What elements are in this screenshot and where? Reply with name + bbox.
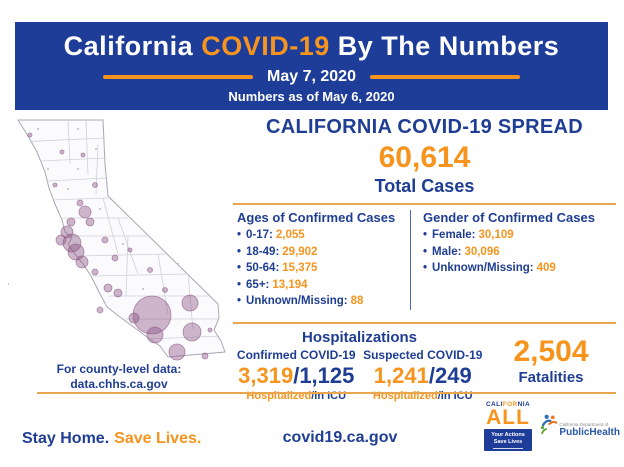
as-of-date: Numbers as of May 6, 2020	[228, 89, 395, 104]
divider-rule-top	[233, 203, 616, 205]
title-part-covid19: COVID-19	[201, 31, 330, 61]
map-caption-line1: For county-level data:	[56, 362, 182, 376]
county-center-dots	[7, 128, 179, 290]
stats-panel: CALIFORNIA COVID-19 SPREAD 60,614 Total …	[233, 112, 616, 402]
confirmed-covid-column: Confirmed COVID-19 3,319/1,125 Hospitali…	[233, 348, 360, 402]
ages-list: 0-17:2,055 18-49:29,902 50-64:15,375 65+…	[237, 227, 410, 310]
page-title: California COVID-19 By The Numbers	[15, 31, 608, 62]
cdph-name-text: PublicHealth	[559, 427, 620, 438]
gender-heading: Gender of Confirmed Cases	[423, 210, 595, 225]
confirmed-values: 3,319/1,125	[238, 362, 355, 388]
gender-column: Gender of Confirmed Cases Female:30,109 …	[410, 210, 616, 310]
divider-rule-middle	[233, 321, 616, 324]
california-all-logo: CALIFORNIA ALL Your Actions Save Lives	[484, 401, 532, 451]
fatalities-block: 2,504 Fatalities	[486, 329, 616, 402]
ages-column: Ages of Confirmed Cases 0-17:2,055 18-49…	[237, 210, 410, 310]
total-cases-label: Total Cases	[374, 176, 475, 196]
age-item: Unknown/Missing:88	[237, 293, 410, 310]
header-banner: California COVID-19 By The Numbers May 7, …	[15, 22, 608, 110]
age-item: 18-49:29,902	[237, 244, 410, 261]
confirmed-title: Confirmed COVID-19	[236, 347, 356, 362]
california-bubble-map	[7, 114, 230, 364]
gender-list: Female:30,109 Male:30,096 Unknown/Missin…	[423, 227, 616, 277]
california-map-svg	[7, 119, 226, 361]
date-dash-left	[103, 75, 254, 79]
suspected-values: 1,241/249	[373, 362, 472, 388]
suspected-title: Suspected COVID-19	[363, 347, 483, 362]
age-item: 50-64:15,375	[237, 260, 410, 277]
report-date: May 7, 2020	[267, 68, 356, 85]
hospitalizations-columns: Hospitalizations Confirmed COVID-19 3,31…	[233, 329, 486, 402]
california-all-text: ALL	[486, 406, 530, 429]
title-part-california: California	[63, 31, 194, 61]
gender-item: Male:30,096	[423, 244, 616, 261]
public-health-logo: California Department of PublicHealth	[540, 404, 620, 444]
age-item: 65+:13,194	[237, 277, 410, 294]
california-all-badge: Your Actions Save Lives	[484, 429, 532, 451]
fatalities-label: Fatalities	[518, 368, 584, 386]
covid19-url: covid19.ca.gov	[282, 429, 398, 446]
case-bubbles	[27, 132, 213, 361]
badge-underline	[492, 448, 524, 449]
spread-title: CALIFORNIA COVID-19 SPREAD	[265, 116, 584, 138]
cdph-department-text: California Department of	[559, 422, 609, 427]
california-all-wordmark: CALIFORNIA	[485, 401, 531, 408]
footer-divider-rule	[37, 392, 616, 394]
hospitalizations-section: Hospitalizations Confirmed COVID-19 3,31…	[233, 324, 616, 402]
ages-heading: Ages of Confirmed Cases	[237, 210, 396, 225]
title-part-numbers: By The Numbers	[337, 31, 560, 61]
total-cases-number: 60,614	[378, 141, 471, 174]
fatalities-number: 2,504	[513, 334, 589, 368]
date-dash-right	[369, 75, 520, 79]
stay-home-tagline: Stay Home. Save Lives.	[22, 430, 202, 447]
gender-item: Unknown/Missing:409	[423, 260, 616, 277]
ages-gender-section: Ages of Confirmed Cases 0-17:2,055 18-49…	[233, 205, 616, 316]
gender-item: Female:30,109	[423, 227, 616, 244]
california-outline	[17, 119, 226, 358]
map-caption-url: data.chhs.ca.gov	[70, 377, 168, 391]
age-item: 0-17:2,055	[237, 227, 410, 244]
hospitalizations-heading: Hospitalizations	[301, 328, 417, 346]
date-row: May 7, 2020	[15, 68, 608, 86]
map-caption: For county-level data: data.chhs.ca.gov	[8, 362, 230, 392]
public-health-figures-icon	[541, 414, 558, 435]
